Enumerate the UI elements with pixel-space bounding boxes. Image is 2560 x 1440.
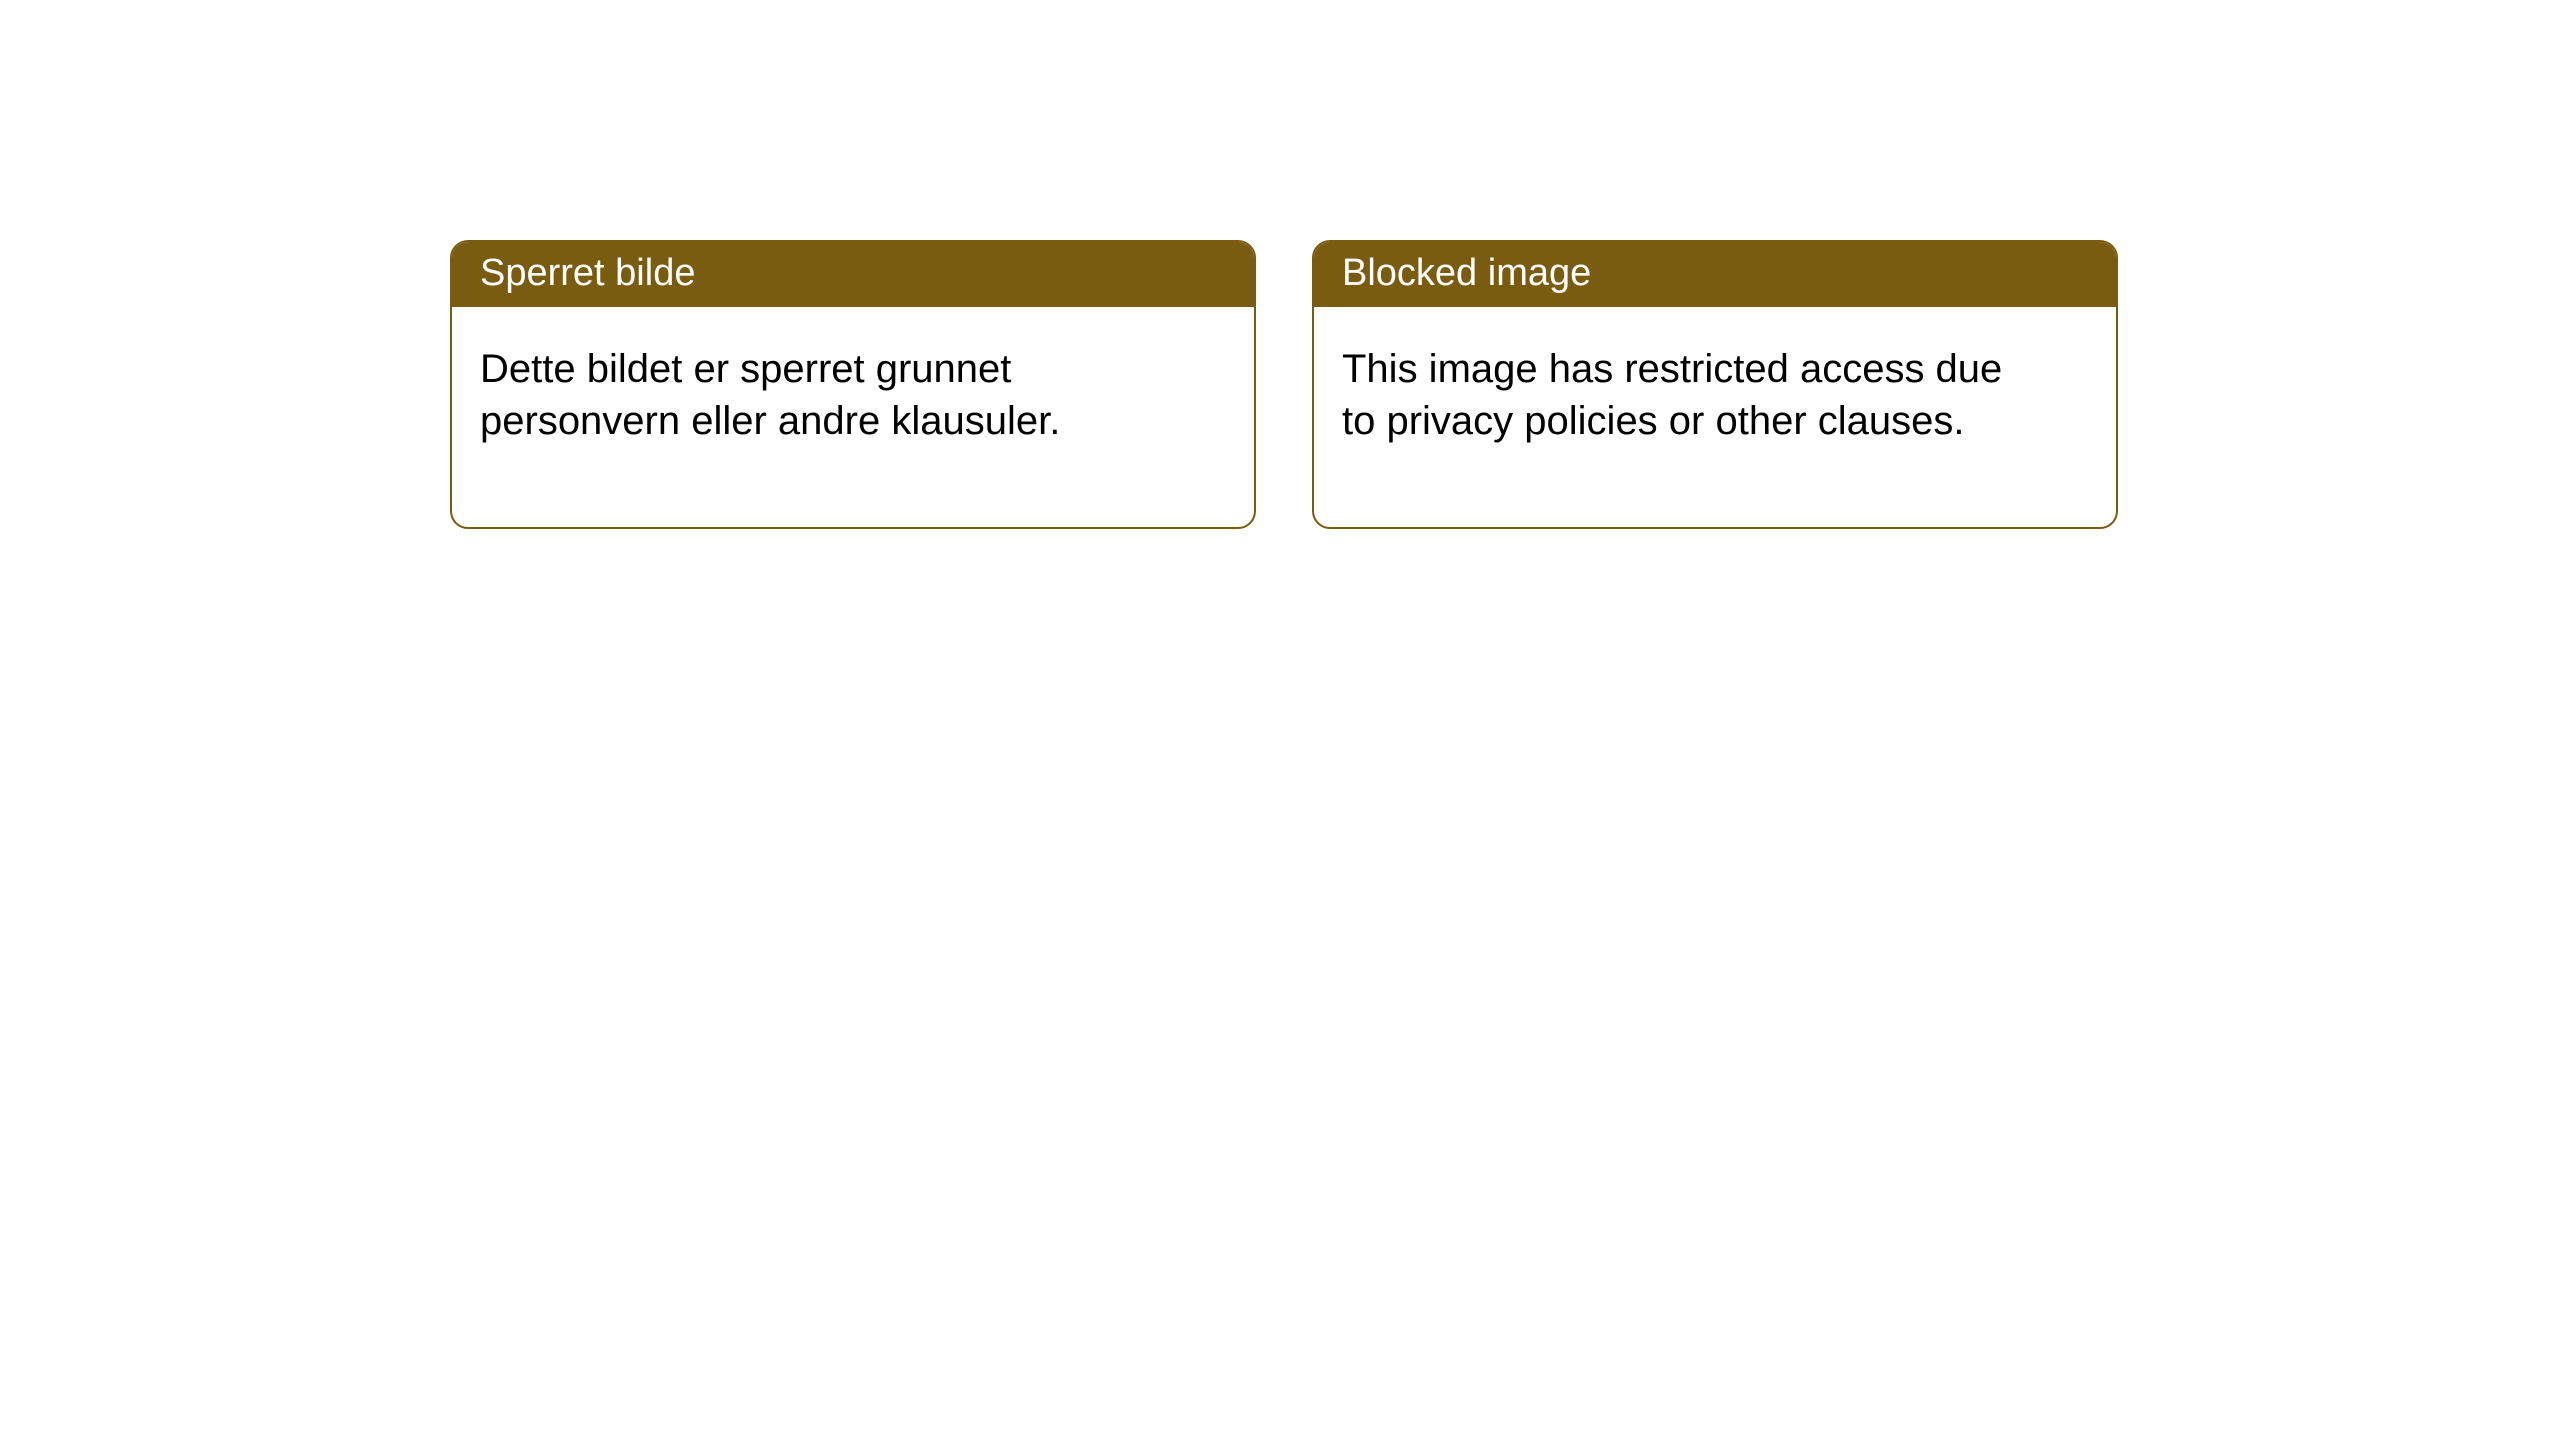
notice-container: Sperret bilde Dette bildet er sperret gr… (0, 0, 2560, 529)
notice-card-english: Blocked image This image has restricted … (1312, 240, 2118, 529)
notice-body-norwegian: Dette bildet er sperret grunnet personve… (452, 307, 1172, 527)
notice-card-norwegian: Sperret bilde Dette bildet er sperret gr… (450, 240, 1256, 529)
notice-header-norwegian: Sperret bilde (452, 242, 1254, 307)
notice-header-english: Blocked image (1314, 242, 2116, 307)
notice-body-english: This image has restricted access due to … (1314, 307, 2034, 527)
